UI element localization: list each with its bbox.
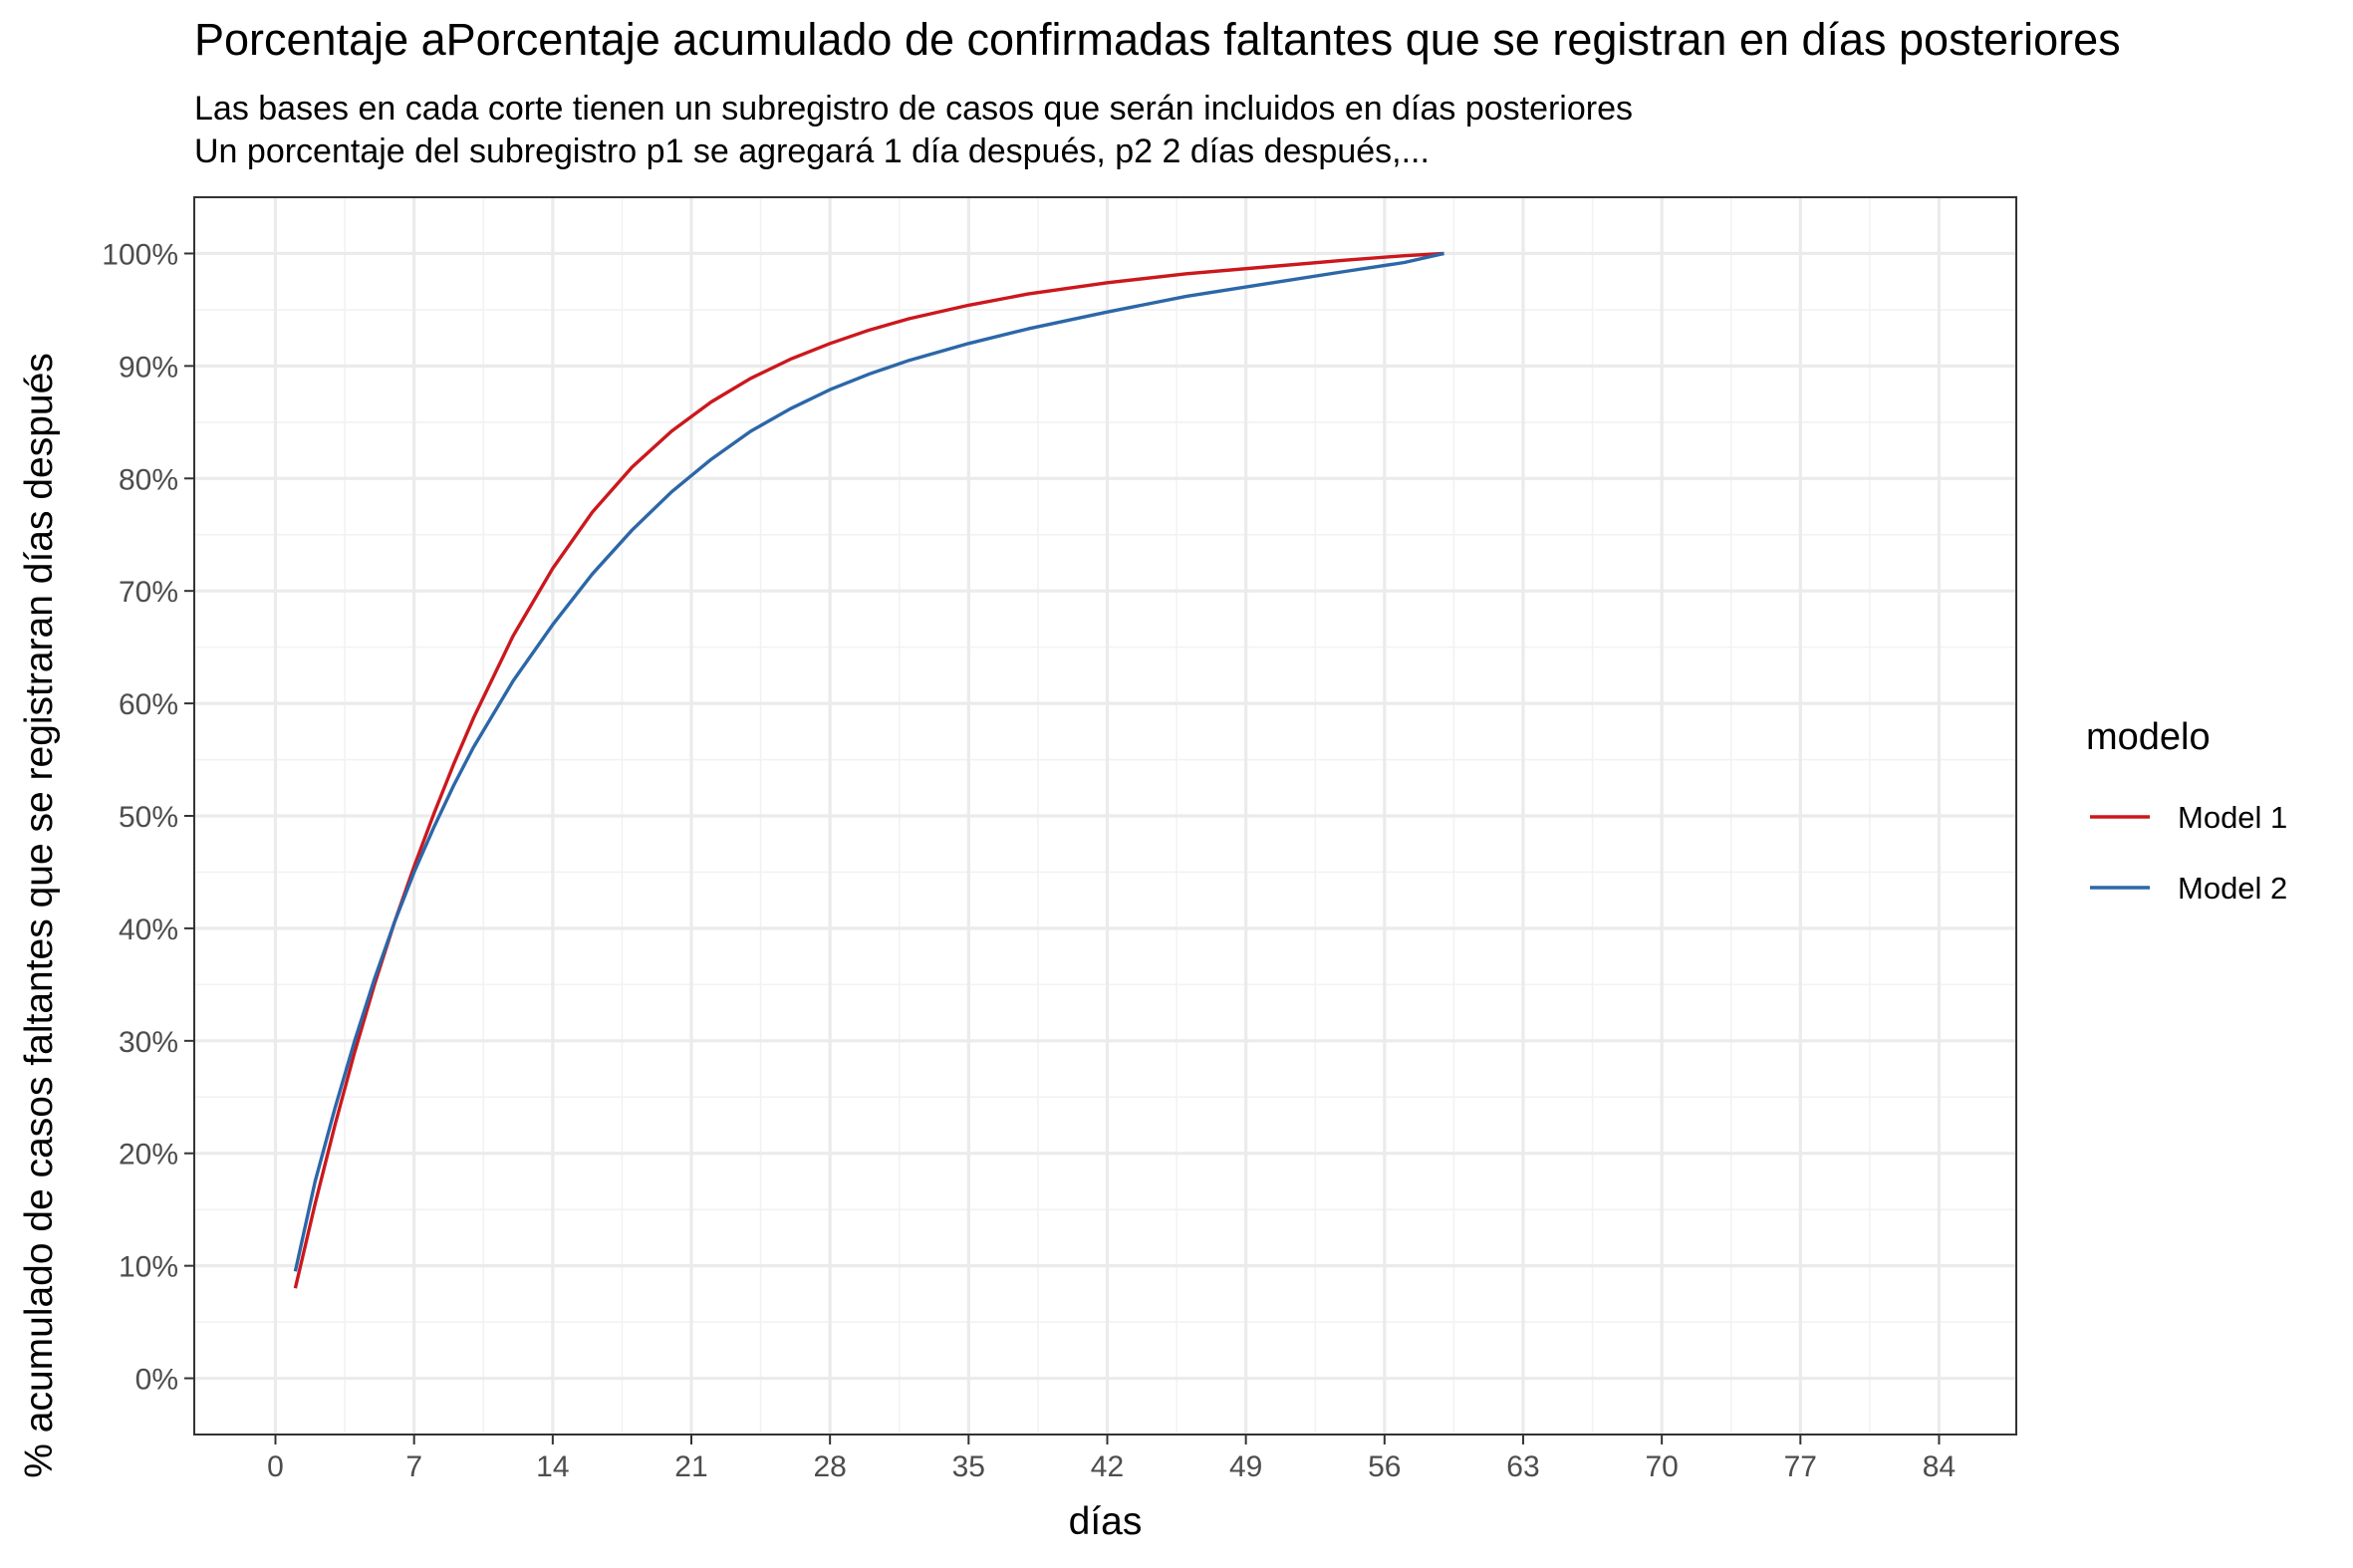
major-gridlines bbox=[194, 197, 2016, 1435]
x-tick-label: 28 bbox=[813, 1450, 846, 1483]
y-tick-label: 60% bbox=[119, 688, 178, 721]
x-tick-label: 7 bbox=[405, 1450, 422, 1483]
x-tick-label: 77 bbox=[1784, 1450, 1817, 1483]
series-lines bbox=[293, 251, 1444, 1289]
chart-subtitle-line-1: Las bases en cada corte tienen un subreg… bbox=[194, 90, 1634, 128]
legend-label-model-2: Model 2 bbox=[2178, 871, 2287, 906]
legend: modelo Model 1 Model 2 bbox=[2086, 716, 2287, 906]
y-tick-label: 40% bbox=[119, 914, 178, 946]
y-tick-label: 10% bbox=[119, 1251, 178, 1284]
chart-subtitle-line-2: Un porcentaje del subregistro p1 se agre… bbox=[194, 132, 1430, 170]
legend-label-model-1: Model 1 bbox=[2178, 800, 2287, 835]
x-tick-label: 14 bbox=[536, 1450, 569, 1483]
y-tick-label: 50% bbox=[119, 801, 178, 834]
y-tick-label: 20% bbox=[119, 1139, 178, 1172]
x-tick-label: 49 bbox=[1229, 1450, 1262, 1483]
y-tick-label: 70% bbox=[119, 576, 178, 609]
x-axis-title: días bbox=[1069, 1500, 1143, 1543]
x-axis: 0 7 14 21 28 35 42 49 56 63 70 77 84 bbox=[267, 1435, 1956, 1483]
x-tick-label: 84 bbox=[1923, 1450, 1956, 1483]
x-tick-label: 70 bbox=[1645, 1450, 1678, 1483]
x-tick-label: 63 bbox=[1506, 1450, 1539, 1483]
x-tick-label: 35 bbox=[952, 1450, 985, 1483]
series-line-model-2 bbox=[293, 251, 1444, 1272]
legend-title: modelo bbox=[2086, 716, 2211, 758]
y-axis-title: % acumulado de casos faltantes que se re… bbox=[18, 353, 61, 1478]
y-axis: 0% 10% 20% 30% 40% 50% 60% 70% 80% 90% 100% bbox=[102, 238, 194, 1397]
x-tick-label: 0 bbox=[267, 1450, 284, 1483]
y-tick-label: 90% bbox=[119, 351, 178, 384]
x-tick-label: 56 bbox=[1368, 1450, 1401, 1483]
y-tick-label: 0% bbox=[135, 1364, 178, 1397]
x-tick-label: 21 bbox=[674, 1450, 707, 1483]
y-tick-label: 80% bbox=[119, 463, 178, 496]
y-tick-label: 100% bbox=[102, 238, 178, 271]
x-tick-label: 42 bbox=[1091, 1450, 1124, 1483]
chart-title: Porcentaje aPorcentaje acumulado de conf… bbox=[194, 14, 2121, 65]
y-tick-label: 30% bbox=[119, 1026, 178, 1059]
